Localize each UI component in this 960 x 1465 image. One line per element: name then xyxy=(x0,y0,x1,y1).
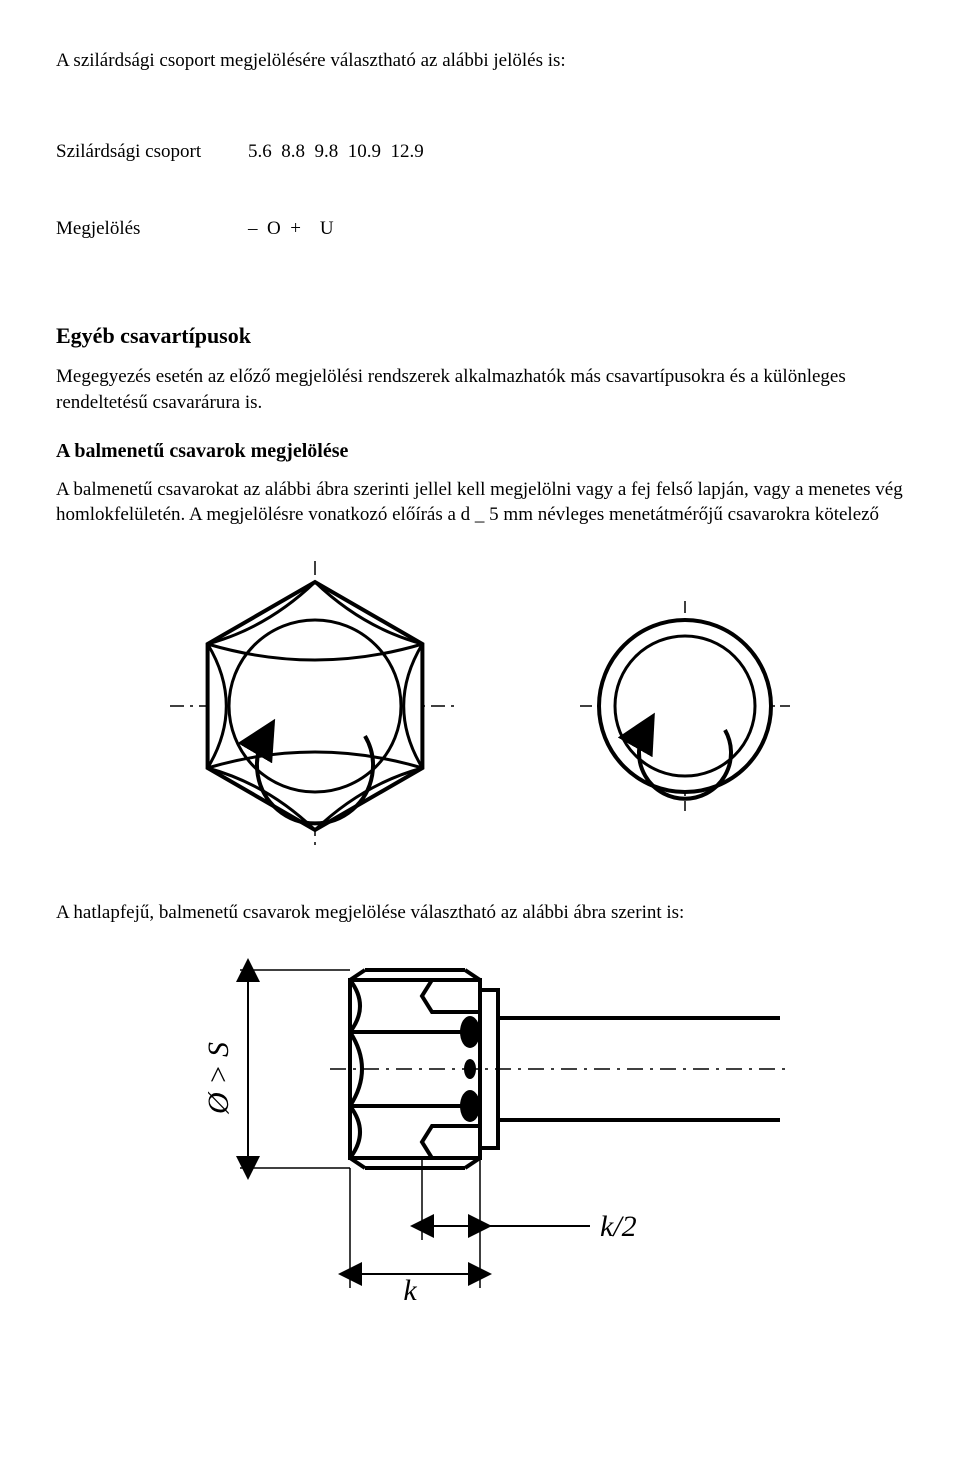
label-diameter: Ø > S xyxy=(202,1042,235,1115)
bolt-side-view-figure: Ø > S xyxy=(170,940,790,1300)
heading-other-screw-types: Egyéb csavartípusok xyxy=(56,321,904,351)
designation-table: Szilárdsági csoport Megjelölés 5.6 8.8 9… xyxy=(56,88,904,293)
paragraph-hex-head-alt: A hatlapfejű, balmenetű csavarok megjelö… xyxy=(56,900,904,926)
intro-paragraph: A szilárdsági csoport megjelölésére vála… xyxy=(56,48,904,74)
paragraph-other-types: Megegyezés esetén az előző megjelölési r… xyxy=(56,364,904,415)
paragraph-left-thread: A balmenetű csavarokat az alábbi ábra sz… xyxy=(56,477,904,528)
figure-row-top xyxy=(56,556,904,856)
row1-values: 5.6 8.8 9.8 10.9 12.9 xyxy=(248,139,424,165)
label-k: k xyxy=(403,1274,417,1300)
row2-label: Megjelölés xyxy=(56,216,236,242)
row1-label: Szilárdsági csoport xyxy=(56,139,236,165)
hex-head-figure xyxy=(165,556,465,856)
label-k-half: k/2 xyxy=(600,1210,637,1243)
heading-left-thread-marking: A balmenetű csavarok megjelölése xyxy=(56,438,904,465)
figure-side-view: Ø > S xyxy=(56,940,904,1300)
row2-values: – O + U xyxy=(248,216,424,242)
round-end-figure xyxy=(575,596,795,816)
